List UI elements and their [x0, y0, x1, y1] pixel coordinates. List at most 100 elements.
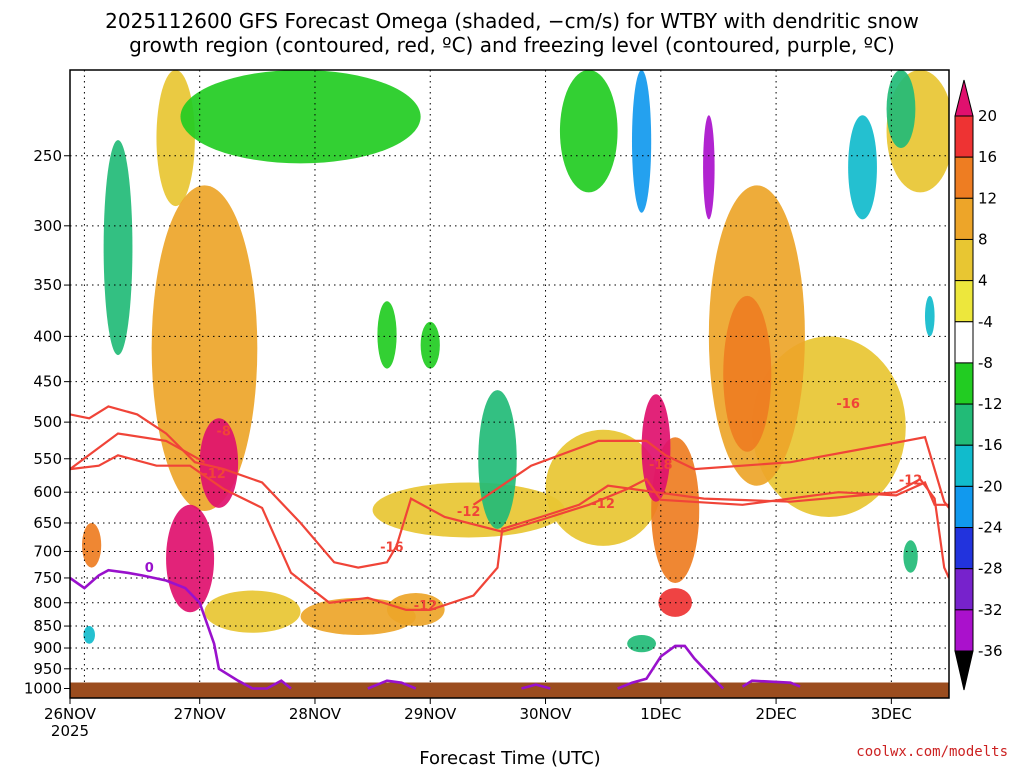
y-tick-label: 400 — [33, 327, 62, 345]
omega-cell — [559, 70, 618, 193]
y-tick-label: 900 — [33, 639, 62, 657]
x-tick-label: 28NOV — [289, 705, 342, 723]
y-tick-label: 650 — [33, 514, 62, 532]
x-tick-label: 30NOV — [519, 705, 572, 723]
plot-frame — [69, 69, 950, 699]
colorbar-label: -36 — [978, 642, 1003, 660]
dgz-contour-line — [70, 454, 949, 611]
y-tick-label: 550 — [33, 450, 62, 468]
plot-area: -8 -12 -12 -16 -12 -12 -18 -16 -12 0 — [69, 69, 950, 699]
y-tick-label: 750 — [33, 569, 62, 587]
credit-text: coolwx.com/modelts — [856, 744, 1008, 760]
colorbar-label: 4 — [978, 272, 988, 290]
dgz-contour-label: -12 — [457, 505, 481, 520]
colorbar-top-triangle — [954, 79, 974, 117]
dgz-contour-line — [70, 405, 949, 569]
omega-cell — [199, 418, 239, 508]
y-tick-label: 950 — [33, 660, 62, 678]
freezing-level-line — [741, 679, 801, 688]
dgz-contour-label: -12 — [202, 467, 226, 482]
omega-cell — [627, 634, 656, 653]
freezing-level-line — [367, 679, 417, 690]
omega-cell — [82, 522, 102, 568]
omega-cell — [156, 70, 195, 207]
colorbar-label: -12 — [978, 395, 1003, 413]
omega-cell — [631, 70, 652, 213]
y-tick-label: 800 — [33, 594, 62, 612]
x-tick-label: 27NOV — [174, 705, 227, 723]
dgz-contour-line — [472, 435, 949, 509]
colorbar-segment — [954, 403, 974, 446]
y-tick-label: 1000 — [24, 680, 62, 698]
colorbar-label: 12 — [978, 189, 997, 207]
y-tick-label: 850 — [33, 617, 62, 635]
colorbar-segment — [954, 321, 974, 364]
colorbar-segment — [954, 527, 974, 570]
colorbar-segment — [954, 280, 974, 323]
x-year-label: 2025 — [51, 722, 89, 740]
x-axis-ticks: 26NOV 27NOV 28NOV 29NOV 30NOV 1DEC 2DEC 3DEC — [44, 698, 912, 723]
colorbar-label: 8 — [978, 230, 988, 248]
y-tick-label: 500 — [33, 413, 62, 431]
dgz-contour-line — [70, 432, 206, 470]
temperature-contours: -8 -12 -12 -16 -12 -12 -18 -16 -12 0 — [70, 397, 949, 690]
y-axis-ticks: 250 300 350 400 450 500 550 600 650 700 750 800 850 9… — [24, 147, 70, 698]
colorbar-label: -28 — [978, 560, 1003, 578]
colorbar-label: -24 — [978, 519, 1003, 537]
freezing-level-line — [617, 644, 725, 690]
freezing-level-line — [70, 568, 292, 690]
x-tick-label: 26NOV — [44, 705, 97, 723]
colorbar-bottom-triangle — [954, 650, 974, 691]
omega-cell — [83, 626, 95, 644]
y-tick-label: 350 — [33, 276, 62, 294]
colorbar-segment — [954, 485, 974, 529]
omega-cell — [166, 504, 215, 613]
dgz-contour-label: -16 — [836, 397, 860, 412]
x-axis-label: Forecast Time (UTC) — [419, 748, 600, 768]
omega-cell — [703, 115, 715, 220]
omega-cell — [180, 70, 421, 164]
colorbar-segment — [954, 444, 974, 487]
colorbar-segment — [954, 609, 974, 652]
colorbar-label: -20 — [978, 477, 1003, 495]
dgz-contour-label: -12 — [414, 599, 438, 614]
colorbar-label: 20 — [978, 107, 997, 125]
colorbar-segment — [954, 238, 974, 282]
y-tick-label: 600 — [33, 483, 62, 501]
colorbar-label: -32 — [978, 601, 1003, 619]
x-tick-label: 2DEC — [756, 705, 797, 723]
x-tick-label: 29NOV — [404, 705, 457, 723]
colorbar-segment — [954, 115, 974, 158]
colorbar-label: 16 — [978, 148, 997, 166]
freezing-level-line — [521, 683, 551, 690]
colorbar-segment — [954, 362, 974, 405]
dgz-contour-label: -8 — [216, 425, 230, 440]
y-tick-label: 300 — [33, 217, 62, 235]
dgz-contour-label: -12 — [899, 473, 923, 488]
dgz-contour-label: -16 — [380, 540, 404, 555]
omega-cell — [478, 390, 517, 529]
freezing-level-label: 0 — [145, 561, 154, 576]
omega-cell — [903, 540, 918, 573]
y-tick-label: 700 — [33, 542, 62, 560]
terrain-fill — [70, 682, 949, 698]
colorbar-label: -16 — [978, 436, 1003, 454]
terrain-layer — [70, 682, 949, 698]
colorbar: 20 16 12 8 4 -4 -8 -12 -16 -20 -24 -28 -32 -36 — [954, 79, 1003, 691]
omega-cell — [723, 295, 772, 452]
omega-cell — [377, 301, 397, 369]
colorbar-segment — [954, 156, 974, 199]
colorbar-label: -4 — [978, 313, 993, 331]
omega-cell — [848, 115, 877, 220]
x-tick-label: 3DEC — [871, 705, 912, 723]
dgz-contour-label: -12 — [591, 497, 615, 512]
omega-cell — [886, 70, 916, 148]
colorbar-segment — [954, 568, 974, 611]
omega-cell — [204, 590, 301, 633]
omega-cell — [924, 295, 935, 337]
colorbar-segment — [954, 197, 974, 240]
dgz-contour-label: -18 — [649, 458, 673, 473]
colorbar-label: -8 — [978, 354, 993, 372]
chart-title-line2: growth region (contoured, red, ºC) and f… — [129, 33, 895, 57]
